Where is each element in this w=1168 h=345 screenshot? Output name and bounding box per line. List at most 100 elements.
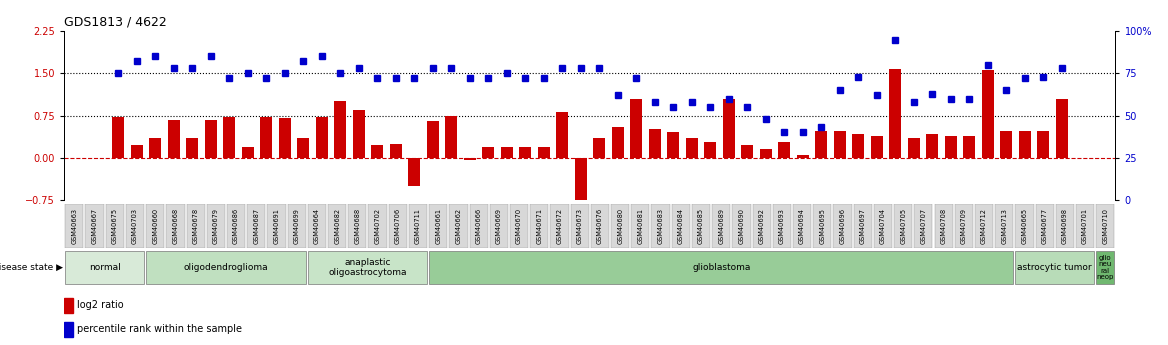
FancyBboxPatch shape <box>691 204 710 248</box>
FancyBboxPatch shape <box>287 204 306 248</box>
Text: GSM40708: GSM40708 <box>940 208 946 244</box>
Bar <box>150 138 161 158</box>
Text: GSM40678: GSM40678 <box>193 208 199 244</box>
Bar <box>741 145 753 158</box>
Bar <box>870 136 883 158</box>
Text: GSM40699: GSM40699 <box>293 208 300 244</box>
Bar <box>204 119 216 158</box>
Text: GDS1813 / 4622: GDS1813 / 4622 <box>64 16 167 29</box>
Text: GSM40705: GSM40705 <box>901 208 906 244</box>
Bar <box>908 138 919 158</box>
FancyBboxPatch shape <box>65 204 83 248</box>
Text: GSM40703: GSM40703 <box>132 208 138 244</box>
FancyBboxPatch shape <box>267 204 286 248</box>
Bar <box>648 129 661 158</box>
Text: GSM40698: GSM40698 <box>1062 208 1068 244</box>
Bar <box>464 158 475 159</box>
Bar <box>1018 131 1030 158</box>
FancyBboxPatch shape <box>530 204 549 248</box>
FancyBboxPatch shape <box>672 204 690 248</box>
FancyBboxPatch shape <box>146 204 165 248</box>
FancyBboxPatch shape <box>85 204 104 248</box>
Bar <box>964 136 975 158</box>
Bar <box>278 118 291 158</box>
Bar <box>981 70 994 158</box>
Bar <box>630 99 642 158</box>
Bar <box>501 147 513 158</box>
FancyBboxPatch shape <box>187 204 204 248</box>
FancyBboxPatch shape <box>975 204 993 248</box>
FancyBboxPatch shape <box>65 251 144 284</box>
FancyBboxPatch shape <box>732 204 751 248</box>
Text: GSM40711: GSM40711 <box>415 208 420 244</box>
Text: GSM40675: GSM40675 <box>112 208 118 244</box>
Bar <box>612 127 624 158</box>
Text: GSM40664: GSM40664 <box>314 208 320 244</box>
Bar <box>945 136 957 158</box>
Bar <box>834 131 846 158</box>
Text: GSM40681: GSM40681 <box>638 208 644 244</box>
Text: GSM40680: GSM40680 <box>617 208 624 244</box>
Bar <box>667 132 679 158</box>
Bar <box>131 146 142 158</box>
FancyBboxPatch shape <box>248 204 265 248</box>
Bar <box>537 147 550 158</box>
FancyBboxPatch shape <box>1036 204 1054 248</box>
Text: GSM40709: GSM40709 <box>961 208 967 244</box>
Bar <box>686 138 697 158</box>
Bar <box>704 142 716 158</box>
FancyBboxPatch shape <box>834 204 851 248</box>
FancyBboxPatch shape <box>752 204 771 248</box>
Text: GSM40687: GSM40687 <box>253 208 259 244</box>
Bar <box>353 110 364 158</box>
FancyBboxPatch shape <box>389 204 406 248</box>
Bar <box>167 119 180 158</box>
Bar <box>1037 131 1049 158</box>
FancyBboxPatch shape <box>874 204 892 248</box>
Bar <box>519 147 531 158</box>
Bar <box>408 158 420 186</box>
Bar <box>112 117 124 158</box>
Text: GSM40661: GSM40661 <box>436 208 442 244</box>
Text: GSM40688: GSM40688 <box>354 208 361 244</box>
FancyBboxPatch shape <box>105 204 124 248</box>
FancyBboxPatch shape <box>429 251 1014 284</box>
FancyBboxPatch shape <box>995 204 1014 248</box>
Bar <box>186 138 199 158</box>
Text: log2 ratio: log2 ratio <box>77 300 124 310</box>
FancyBboxPatch shape <box>470 204 488 248</box>
FancyBboxPatch shape <box>308 251 427 284</box>
Bar <box>64 322 74 337</box>
FancyBboxPatch shape <box>126 204 144 248</box>
Text: GSM40668: GSM40668 <box>173 208 179 244</box>
Bar <box>445 116 457 158</box>
Text: GSM40712: GSM40712 <box>981 208 987 244</box>
FancyBboxPatch shape <box>207 204 225 248</box>
Bar <box>593 138 605 158</box>
Text: GSM40660: GSM40660 <box>152 208 158 244</box>
Bar <box>390 144 402 158</box>
Text: GSM40665: GSM40665 <box>1022 208 1028 244</box>
FancyBboxPatch shape <box>429 204 447 248</box>
FancyBboxPatch shape <box>450 204 467 248</box>
Text: glio
neu
ral
neop: glio neu ral neop <box>1097 255 1114 280</box>
Text: GSM40686: GSM40686 <box>234 208 239 244</box>
Text: GSM40706: GSM40706 <box>395 208 401 244</box>
Bar <box>889 69 902 158</box>
Text: GSM40693: GSM40693 <box>779 208 785 244</box>
Bar <box>575 158 586 231</box>
Text: GSM40696: GSM40696 <box>840 208 846 244</box>
FancyBboxPatch shape <box>793 204 812 248</box>
Text: GSM40682: GSM40682 <box>334 208 340 244</box>
Text: GSM40667: GSM40667 <box>91 208 98 244</box>
FancyBboxPatch shape <box>146 251 306 284</box>
FancyBboxPatch shape <box>308 204 326 248</box>
FancyBboxPatch shape <box>631 204 649 248</box>
Text: GSM40670: GSM40670 <box>516 208 522 244</box>
FancyBboxPatch shape <box>1015 251 1094 284</box>
Text: GSM40707: GSM40707 <box>920 208 926 244</box>
Text: GSM40672: GSM40672 <box>556 208 563 244</box>
Text: GSM40669: GSM40669 <box>496 208 502 244</box>
Bar <box>297 138 310 158</box>
FancyBboxPatch shape <box>652 204 669 248</box>
